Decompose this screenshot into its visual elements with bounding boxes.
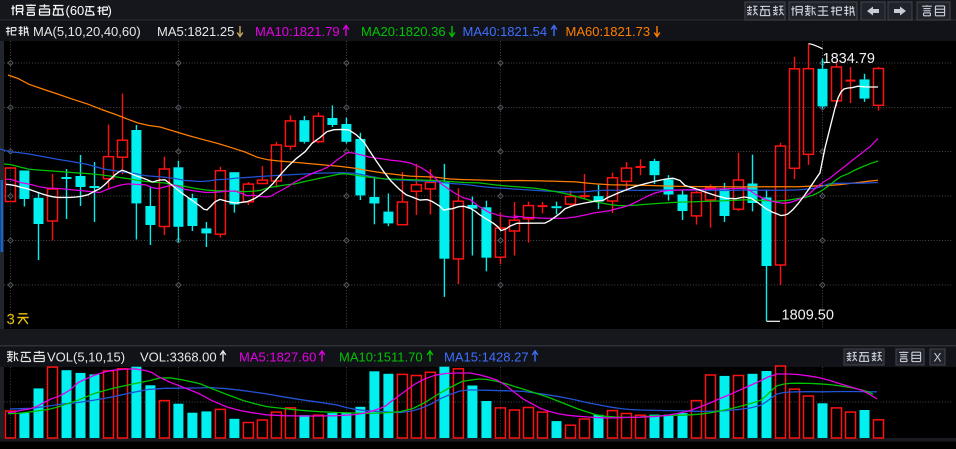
svg-text:MA40:1821.54: MA40:1821.54 [463, 24, 548, 39]
svg-text:1834.79: 1834.79 [823, 51, 875, 67]
svg-text:MA10:1511.70: MA10:1511.70 [339, 350, 423, 365]
svg-text:MA15:1428.27: MA15:1428.27 [444, 350, 529, 365]
svg-text:(60: (60 [66, 3, 85, 18]
svg-text:MA5:1827.60: MA5:1827.60 [239, 350, 316, 365]
svg-text:MA20:1820.36: MA20:1820.36 [361, 24, 446, 39]
svg-text:1809.50: 1809.50 [782, 308, 834, 324]
svg-text:VOL:3368.00: VOL:3368.00 [140, 350, 217, 365]
svg-text:): ) [108, 3, 112, 18]
svg-text:MA60:1821.73: MA60:1821.73 [566, 24, 651, 39]
svg-text:VOL(5,10,15): VOL(5,10,15) [47, 350, 125, 365]
svg-text:MA(5,10,20,40,60): MA(5,10,20,40,60) [33, 24, 141, 39]
svg-text:X: X [933, 351, 941, 365]
svg-text:MA5:1821.25: MA5:1821.25 [157, 24, 234, 39]
svg-text:3: 3 [7, 311, 15, 328]
svg-text:MA10:1821.79: MA10:1821.79 [255, 24, 340, 39]
